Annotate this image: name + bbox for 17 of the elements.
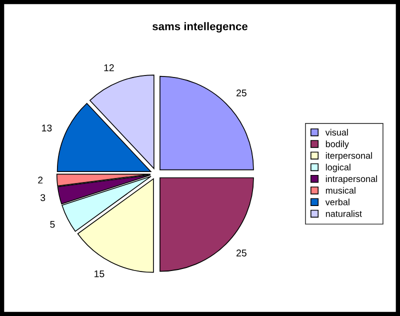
legend-label: intrapersonal — [326, 175, 377, 184]
legend-label: musical — [326, 187, 356, 194]
legend-label: verbal — [325, 198, 350, 206]
legend-label: visual — [325, 128, 348, 136]
data-label: 2 — [38, 176, 43, 184]
legend-label: naturalist — [326, 210, 362, 217]
data-label: 12 — [104, 64, 114, 72]
data-label: 25 — [236, 250, 246, 256]
chart-title: sams intellegence — [152, 22, 248, 33]
data-label: 5 — [50, 221, 55, 228]
legend-label: bodily — [326, 140, 349, 149]
data-label: 15 — [94, 270, 104, 278]
legend-label: logical — [326, 164, 350, 172]
data-label: 25 — [236, 89, 246, 96]
data-label: 3 — [40, 194, 46, 202]
legend-label: iterpersonal — [326, 152, 372, 161]
data-label: 13 — [42, 124, 52, 132]
